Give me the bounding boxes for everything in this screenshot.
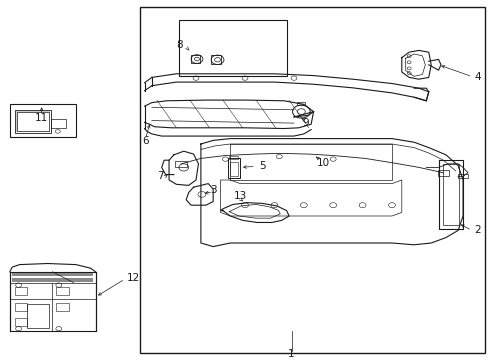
Text: 13: 13 — [233, 191, 247, 201]
Text: 12: 12 — [126, 273, 140, 283]
Bar — [443, 164, 459, 225]
Bar — [211, 55, 221, 64]
Bar — [12, 273, 93, 276]
Text: 7: 7 — [157, 171, 164, 181]
Bar — [179, 20, 287, 76]
Bar — [458, 174, 468, 178]
Text: 4: 4 — [474, 72, 481, 82]
Bar — [51, 119, 66, 128]
Text: 2: 2 — [474, 225, 481, 235]
Bar — [10, 272, 96, 331]
Bar — [230, 162, 238, 176]
Text: 3: 3 — [210, 185, 217, 195]
Bar — [175, 161, 187, 167]
Text: 5: 5 — [259, 161, 266, 171]
Bar — [56, 303, 69, 311]
Text: 10: 10 — [317, 158, 330, 168]
Bar — [140, 7, 485, 353]
Bar — [15, 318, 27, 326]
Text: 6: 6 — [142, 136, 149, 147]
Bar — [27, 304, 49, 328]
Bar — [15, 303, 27, 311]
Bar — [12, 278, 93, 282]
Bar — [438, 170, 449, 176]
Bar — [15, 110, 51, 133]
Bar — [16, 111, 50, 132]
Bar — [229, 156, 238, 159]
Bar — [297, 102, 305, 105]
Text: 8: 8 — [176, 40, 183, 50]
Bar — [228, 158, 240, 178]
Bar — [15, 287, 27, 295]
Bar — [10, 104, 76, 137]
Text: 11: 11 — [35, 113, 49, 123]
Text: 9: 9 — [302, 118, 309, 129]
Bar — [17, 112, 49, 131]
Text: 1: 1 — [288, 348, 295, 359]
Bar — [191, 55, 200, 63]
Bar — [56, 287, 69, 295]
